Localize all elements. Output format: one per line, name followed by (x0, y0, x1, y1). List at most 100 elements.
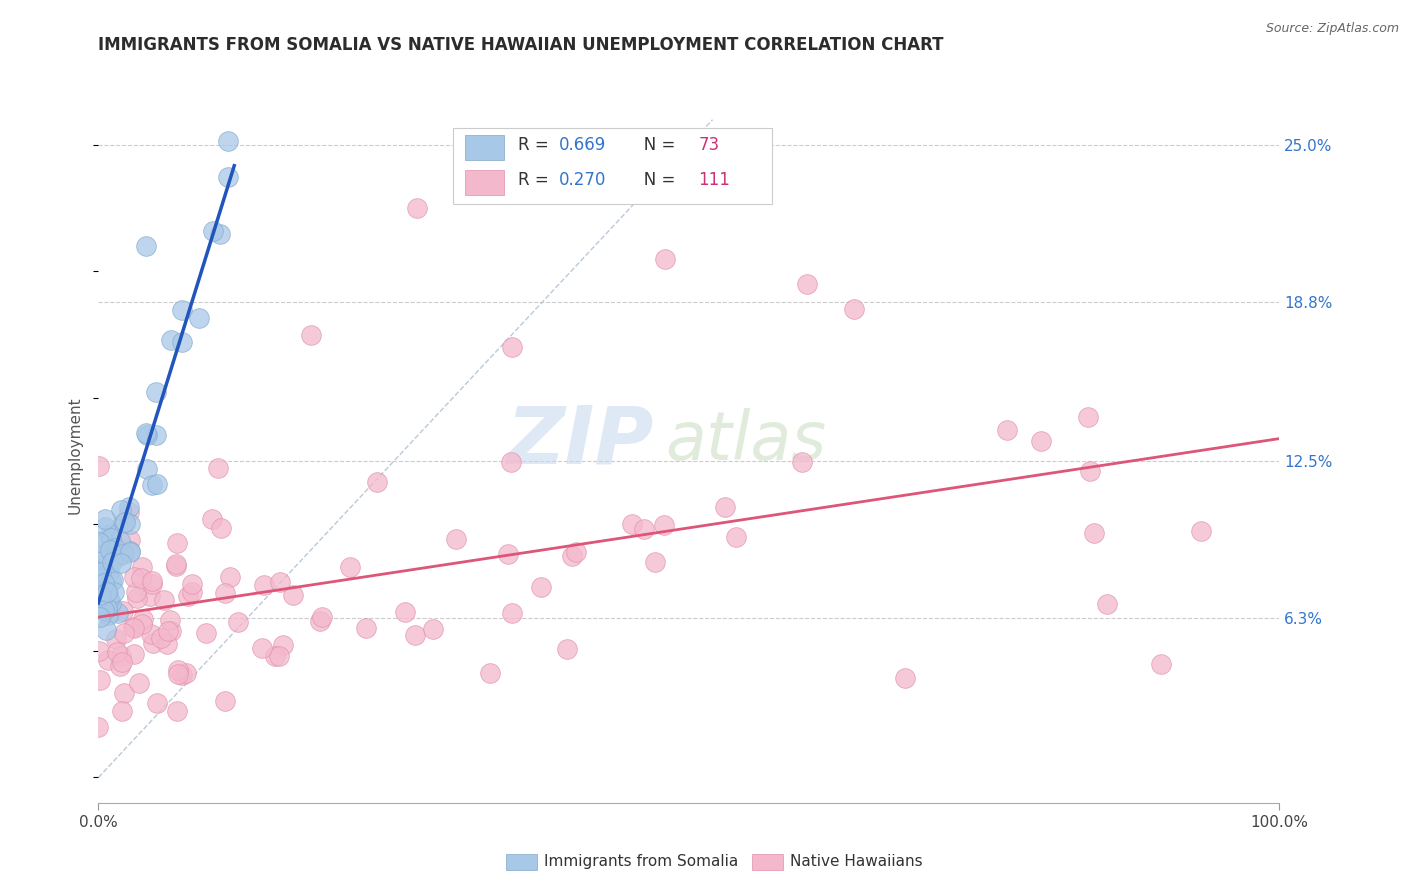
Point (208, 227, 231, 241)
Point (170, 303, 193, 318)
Point (214, 586, 236, 600)
Point (90, 599, 112, 613)
Point (136, 428, 159, 442)
Point (271, 638, 294, 652)
Point (135, 239, 157, 253)
Point (89, 610, 111, 624)
Point (96, 601, 118, 615)
Point (1191, 524, 1213, 538)
Point (91, 590, 114, 604)
Point (103, 584, 125, 599)
Point (111, 655, 134, 669)
Point (135, 426, 157, 441)
Point (141, 576, 163, 591)
Text: 111: 111 (699, 171, 730, 189)
Point (89, 592, 111, 607)
Point (87, 584, 110, 599)
Point (207, 461, 229, 475)
Point (96, 533, 118, 547)
Point (124, 621, 146, 635)
Point (105, 632, 128, 646)
Point (792, 455, 814, 469)
Point (94, 520, 117, 534)
Point (167, 663, 190, 677)
Point (131, 617, 153, 632)
Point (159, 624, 181, 638)
Point (725, 530, 748, 544)
Point (366, 475, 388, 490)
Point (201, 224, 224, 238)
Point (145, 428, 167, 442)
Point (156, 637, 179, 651)
Point (100, 531, 122, 545)
Point (633, 522, 655, 536)
Text: 0.669: 0.669 (560, 136, 606, 154)
Point (112, 516, 135, 530)
Point (264, 649, 287, 664)
Point (112, 604, 135, 618)
Point (89, 574, 111, 589)
Point (217, 170, 239, 185)
Point (89, 534, 111, 549)
Point (165, 558, 187, 572)
Point (100, 596, 122, 610)
Point (177, 589, 200, 603)
Point (714, 500, 737, 515)
Point (93, 550, 115, 565)
Point (1095, 597, 1118, 611)
Point (146, 477, 169, 491)
Point (118, 533, 141, 548)
Point (97, 595, 120, 609)
Point (122, 647, 145, 661)
Point (93, 575, 115, 590)
Point (96, 599, 118, 613)
Point (339, 559, 361, 574)
Point (93, 602, 115, 616)
Point (283, 588, 305, 602)
Point (118, 505, 141, 519)
Point (139, 627, 162, 641)
Point (135, 462, 157, 476)
FancyBboxPatch shape (464, 135, 503, 160)
Point (90, 566, 112, 580)
Text: R =: R = (517, 136, 554, 154)
Point (96, 584, 118, 599)
Point (172, 334, 194, 349)
Point (108, 549, 131, 563)
Point (187, 311, 209, 326)
Point (112, 626, 135, 640)
Point (644, 555, 666, 569)
Point (125, 584, 148, 599)
Point (354, 621, 377, 635)
Point (98, 527, 121, 541)
Point (997, 423, 1019, 437)
FancyBboxPatch shape (453, 128, 772, 204)
Point (94, 511, 117, 525)
Point (98, 592, 121, 607)
Point (103, 551, 125, 566)
Point (561, 549, 583, 564)
Text: Native Hawaiians: Native Hawaiians (790, 855, 922, 869)
Point (172, 668, 194, 682)
Point (308, 614, 330, 628)
Text: ZIP: ZIP (506, 402, 654, 480)
Point (114, 515, 136, 529)
Point (1029, 434, 1052, 448)
Point (406, 201, 429, 215)
Point (103, 549, 125, 563)
Point (153, 593, 176, 607)
Point (101, 604, 124, 618)
Point (501, 606, 523, 620)
Point (269, 575, 291, 590)
Point (267, 648, 290, 663)
Point (98, 543, 121, 558)
Point (91, 566, 114, 580)
Point (159, 333, 181, 347)
Point (90, 590, 112, 604)
Point (250, 640, 273, 655)
Point (118, 545, 141, 559)
Text: IMMIGRANTS FROM SOMALIA VS NATIVE HAWAIIAN UNEMPLOYMENT CORRELATION CHART: IMMIGRANTS FROM SOMALIA VS NATIVE HAWAII… (98, 36, 943, 54)
Point (97, 653, 120, 667)
Text: N =: N = (627, 136, 681, 154)
Point (844, 302, 866, 317)
